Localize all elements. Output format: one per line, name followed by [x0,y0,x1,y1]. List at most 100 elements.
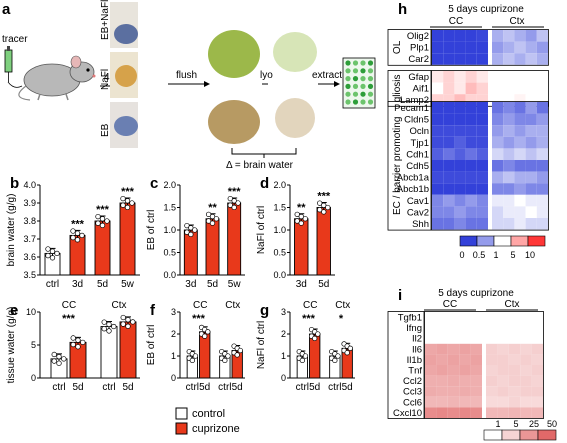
heatmap-cell [520,312,532,323]
x-tick-label: 5d [318,279,329,290]
heatmap-cell [454,148,466,160]
heatmap-cell [454,218,466,230]
plate-well [352,99,359,105]
heatmap-cell [436,354,448,365]
data-point [95,220,101,226]
x-tick-label: ctrl [186,382,199,393]
heatmap-cell [531,396,543,408]
data-point [56,354,62,360]
group-label: CC [62,300,76,311]
heatmap-cell [432,82,444,95]
gene-label: Tnf [408,366,422,377]
heatmap-cell [476,30,488,42]
heatmap-cell [503,194,515,207]
tracer-label-ebnafl: EB+NaFl [100,0,111,40]
heatmap-cell [465,136,477,149]
y-tick-label: 2 [171,329,176,339]
heatmap-cell [486,322,498,334]
data-point [234,352,240,358]
tracer-label-nafl: NaFl [100,69,111,90]
heatmap-cell [486,333,498,344]
heatmap-cell [436,375,448,387]
heatmap-cell [536,41,548,54]
heatmap-cell [476,206,488,218]
data-point [125,323,131,329]
heatmap-cell [514,171,526,184]
plate-well [345,91,351,97]
heatmap-cell [454,125,466,137]
data-point [209,220,216,226]
heatmap-cell [454,71,466,83]
heatmap-cell [525,218,537,230]
heatmap-cell [508,386,521,397]
x-tick-label: 5d [309,382,320,393]
gene-label: Abcb1b [397,184,429,195]
heatmap-cell [476,171,488,184]
significance-stars: ** [297,202,306,214]
heatmap-cell [497,333,509,344]
heatmap-cell [525,94,537,106]
heatmap-cell [531,312,543,323]
heatmap-cell [497,375,509,387]
scale-swatch [483,429,503,441]
heatmap-cell [531,354,543,365]
heatmap-cell [514,94,526,106]
data-point [188,231,194,238]
heatmap-cell [443,194,455,207]
heatmap-cell [514,30,526,42]
x-tick-label: ctrl [218,382,231,393]
heatmap-cell [454,53,466,65]
gene-label: Pecam1 [394,103,429,114]
data-point [299,357,306,364]
plate-well [345,83,351,89]
heatmap-cell [476,160,488,172]
significance-stars: *** [317,191,331,203]
y-tick-label: 5 [31,340,36,350]
panel-label-f: f [150,302,156,319]
heatmap-cell [443,136,455,149]
heatmap-cell [465,30,477,42]
x-tick-label: ctrl [46,279,59,290]
data-point [321,202,327,208]
heatmap-cell [443,125,455,137]
data-point [231,204,237,211]
data-point [70,228,76,234]
section-label: OL [392,40,403,54]
group-label: Ctx [112,300,127,311]
section-label-box [387,101,432,231]
heatmap-cell [432,102,444,114]
heatmap-cell [465,148,477,160]
heatmap-cell [476,136,488,149]
heatmap-cell [447,396,460,408]
heatmap-cell [503,171,515,184]
bar [119,321,137,379]
bar [294,218,309,276]
panel-a-schematic: a tracer 4h [2,0,376,171]
heatmap-cell [436,396,448,408]
column-group-ctx: Ctx [510,16,525,27]
y-tick-label: 3 [171,307,176,317]
panel-label-i: i [398,287,402,304]
scale-tick: 25 [529,419,539,429]
heatmap-cell [520,375,532,387]
heatmap-cell [492,71,504,83]
heatmap-cell [525,82,537,95]
data-point [188,225,194,231]
x-tick-label: ctrl [296,382,309,393]
data-point [104,218,110,224]
x-tick-label: 5d [232,382,243,393]
syringe-icon [4,46,23,88]
gene-label: Plp1 [410,43,429,54]
heatmap-cell [514,183,526,195]
plate-well [352,76,359,82]
heatmap-cell [520,365,532,376]
gene-label: Cav2 [407,207,429,218]
heatmap-cell [520,396,532,408]
heatmap-cell [432,183,444,195]
heatmap-cell [503,53,515,65]
heatmap-cell [514,148,526,160]
scale-tick: 5 [513,419,518,429]
